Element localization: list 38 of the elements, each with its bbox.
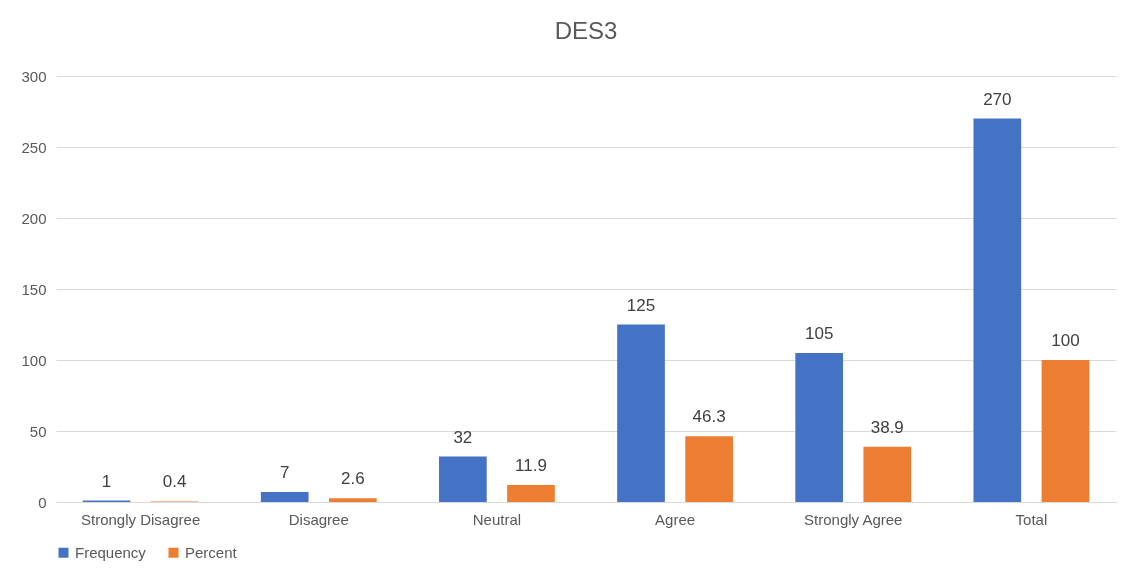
data-label: 100 xyxy=(1051,331,1080,350)
data-label: 11.9 xyxy=(515,456,547,476)
bar xyxy=(795,352,844,502)
data-label: 1 xyxy=(101,471,112,491)
data-label: 38.9 xyxy=(870,417,904,437)
bar xyxy=(973,118,1022,502)
data-label: 125 xyxy=(626,295,656,315)
y-tick-label: 300 xyxy=(21,67,47,85)
bar xyxy=(260,492,309,502)
bar xyxy=(328,498,377,502)
x-tick-label: Neutral xyxy=(472,510,522,528)
bar xyxy=(1041,360,1090,502)
legend-label: Percent xyxy=(185,543,238,561)
x-tick-label: Strongly Agree xyxy=(804,510,903,528)
y-tick-label: 250 xyxy=(21,138,47,156)
x-tick-label: Disagree xyxy=(288,510,349,528)
data-label: 270 xyxy=(983,89,1012,109)
bar xyxy=(507,485,555,502)
data-label: 7 xyxy=(279,463,290,483)
x-tick-label: Strongly Disagree xyxy=(81,510,201,528)
data-label: 0.4 xyxy=(162,472,187,492)
y-tick-label: 200 xyxy=(21,209,47,227)
y-tick-label: 0 xyxy=(38,493,47,511)
bar xyxy=(863,446,912,502)
data-label: 32 xyxy=(453,427,473,447)
chart-title: DES3 xyxy=(554,17,618,44)
x-tick-label: Agree xyxy=(655,510,696,528)
data-label: 105 xyxy=(804,323,834,343)
data-label: 2.6 xyxy=(341,469,365,489)
bar xyxy=(617,324,665,502)
y-tick-label: 50 xyxy=(29,422,47,440)
y-tick-label: 100 xyxy=(21,351,47,369)
y-tick-label: 150 xyxy=(21,280,47,298)
x-tick-label: Total xyxy=(1015,510,1048,528)
legend-label: Frequency xyxy=(75,543,147,561)
bar xyxy=(439,456,487,502)
bar xyxy=(685,436,733,502)
data-label: 46.3 xyxy=(692,407,726,427)
